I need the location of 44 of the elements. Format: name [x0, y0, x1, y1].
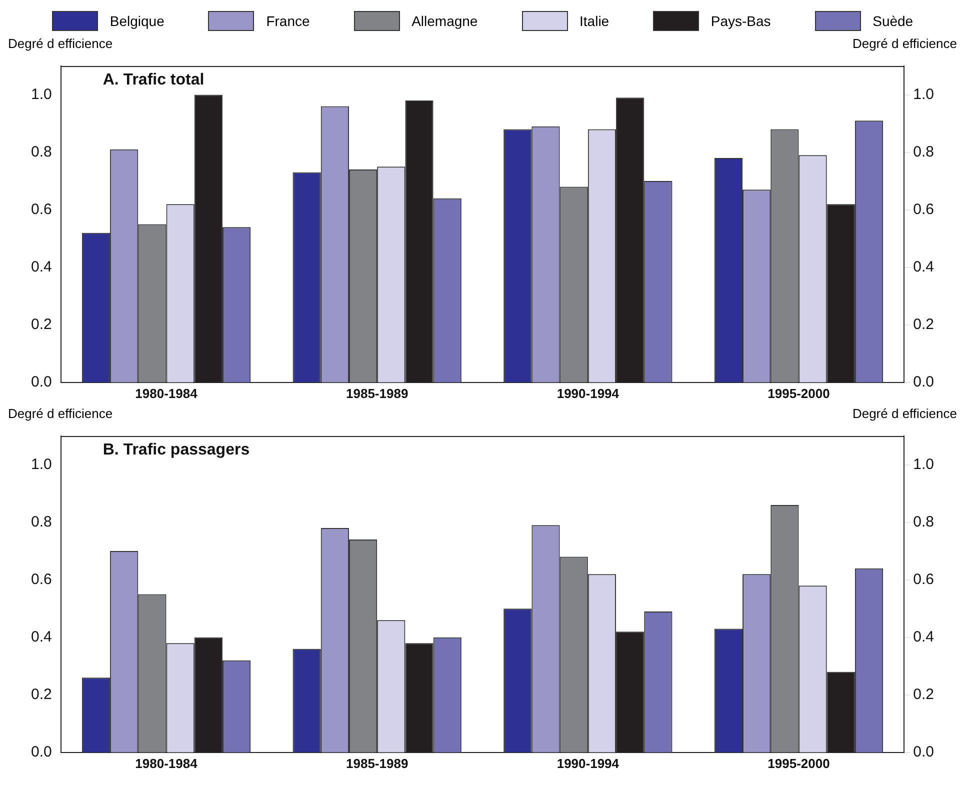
y-tick-label: 0.6	[30, 570, 52, 588]
y2-tick-label: 0.6	[913, 570, 934, 588]
y-tick-label: 0.2	[30, 686, 52, 704]
x-tick-label: 1995-2000	[768, 386, 830, 401]
y-tick-label: 0.4	[30, 628, 52, 646]
y2-axis-title: Degré d efficience	[852, 406, 957, 423]
legend-label: Allemagne	[412, 13, 478, 29]
x-tick-label: 1980-1984	[135, 386, 198, 401]
y2-tick-label: 0.2	[913, 686, 934, 704]
y2-tick-label: 0.8	[913, 513, 934, 530]
x-tick-label: 1990-1994	[556, 386, 620, 401]
y-tick-label: 1.0	[30, 456, 52, 473]
y2-tick-label: 0.2	[913, 316, 934, 334]
y-tick-label: 0.4	[30, 258, 52, 276]
y-axis-title: Degré d efficience	[8, 406, 113, 423]
y2-tick-label: 1.0	[913, 456, 934, 473]
x-tick-label: 1980-1984	[135, 756, 198, 771]
y2-tick-label: 0.0	[913, 374, 934, 391]
legend-label: France	[266, 13, 310, 29]
y2-tick-label: 0.6	[913, 200, 934, 218]
y-tick-label: 1.0	[30, 86, 52, 103]
y2-tick-label: 0.0	[913, 744, 934, 761]
chart-title: B. Trafic passagers	[102, 441, 250, 458]
y2-tick-label: 0.4	[913, 258, 934, 276]
legend-label: Italie	[580, 13, 610, 29]
y-tick-label: 0.8	[30, 143, 52, 160]
x-tick-label: 1985-1989	[346, 756, 408, 771]
legend-label: Belgique	[110, 13, 164, 29]
y-tick-label: 0.0	[30, 374, 52, 391]
y-tick-label: 0.6	[30, 200, 52, 218]
legend-label: Suède	[872, 13, 914, 29]
y2-tick-label: 1.0	[913, 86, 934, 103]
legend-label: Pays-Bas	[710, 13, 771, 29]
y-tick-label: 0.2	[30, 316, 52, 334]
x-tick-label: 1995-2000	[768, 756, 830, 771]
x-tick-label: 1990-1994	[556, 756, 620, 771]
chart-title: A. Trafic total	[102, 71, 204, 88]
y2-tick-label: 0.8	[913, 143, 934, 160]
y-tick-label: 0.0	[30, 744, 52, 761]
y2-axis-title: Degré d efficience	[852, 36, 957, 53]
y-axis-title: Degré d efficience	[8, 36, 113, 53]
y2-tick-label: 0.4	[913, 628, 934, 646]
x-tick-label: 1985-1989	[346, 386, 408, 401]
y-tick-label: 0.8	[30, 513, 52, 530]
